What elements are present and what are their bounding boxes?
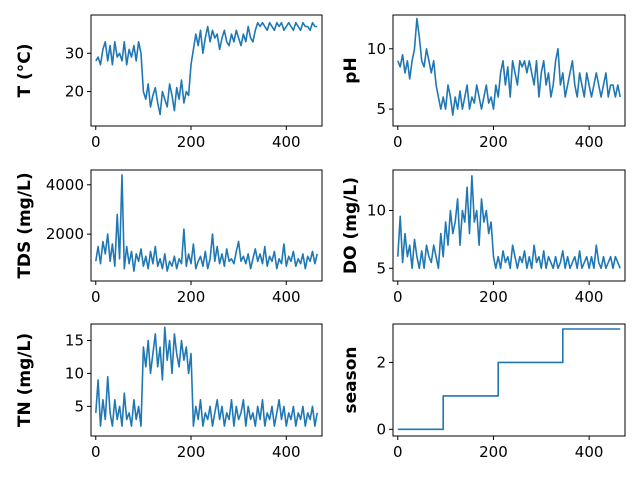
ph-x-tick-label: 400 (575, 133, 604, 151)
tn-y-tick-label: 10 (65, 364, 84, 382)
ph-y-axis-label: pH (341, 57, 361, 83)
ph-axes-frame (392, 14, 626, 127)
do-x-tick-label: 0 (393, 288, 403, 306)
do-series-line (397, 175, 621, 270)
season-axes-frame (392, 323, 626, 437)
tn-y-tick-label: 5 (74, 397, 84, 415)
season-y-tick-label: 0 (376, 420, 386, 438)
subplot-do: 0 200 400 5 10 DO (mg/L) (341, 169, 626, 306)
tds-y-tick-label: 4000 (46, 176, 84, 194)
season-y-axis-label: season (341, 346, 361, 413)
tds-series-line (95, 174, 318, 272)
temperature-x-tick-label: 0 (91, 133, 101, 151)
tn-series-line (95, 326, 318, 427)
tds-x-tick-label: 0 (91, 288, 101, 306)
ph-series-line (397, 17, 621, 116)
tn-x-tick-label: 0 (91, 443, 101, 461)
subplot-ph: 0 200 400 5 10 pH (341, 14, 626, 151)
subplot-temperature: 0 200 400 20 30 T (°C) (15, 14, 323, 151)
temperature-axes-frame (90, 14, 323, 127)
subplot-season: 0 200 400 0 2 season (341, 323, 626, 461)
tn-x-tick-label: 200 (177, 443, 206, 461)
temperature-y-tick-label: 20 (65, 83, 84, 101)
ph-y-tick-label: 5 (376, 100, 386, 118)
do-axes-frame (392, 169, 626, 282)
temperature-series-line (95, 21, 318, 116)
temperature-y-tick-label: 30 (65, 44, 84, 62)
season-y-tick-label: 2 (376, 353, 386, 371)
temperature-x-tick-label: 400 (272, 133, 301, 151)
subplot-tn: 0 200 400 5 10 15 TN (mg/L) (15, 323, 323, 461)
do-y-axis-label: DO (mg/L) (341, 177, 361, 274)
tds-x-tick-label: 400 (272, 288, 301, 306)
do-y-tick-label: 10 (367, 201, 386, 219)
tds-y-tick-label: 2000 (46, 225, 84, 243)
tn-axes-frame (90, 323, 323, 437)
subplot-tds: 0 200 400 2000 4000 TDS (mg/L) (15, 169, 323, 306)
tds-y-axis-label: TDS (mg/L) (15, 172, 35, 278)
do-x-tick-label: 400 (575, 288, 604, 306)
season-x-tick-label: 200 (479, 443, 508, 461)
tn-y-tick-label: 15 (65, 331, 84, 349)
tn-x-tick-label: 400 (272, 443, 301, 461)
tn-y-axis-label: TN (mg/L) (15, 333, 35, 427)
ph-x-tick-label: 200 (479, 133, 508, 151)
ph-x-tick-label: 0 (393, 133, 403, 151)
season-x-tick-label: 400 (575, 443, 604, 461)
ph-y-tick-label: 10 (367, 40, 386, 58)
tds-x-tick-label: 200 (177, 288, 206, 306)
temperature-y-axis-label: T (°C) (15, 43, 35, 97)
tds-axes-frame (90, 169, 323, 282)
season-x-tick-label: 0 (393, 443, 403, 461)
do-y-tick-label: 5 (376, 259, 386, 277)
season-series-line (397, 328, 621, 431)
temperature-x-tick-label: 200 (177, 133, 206, 151)
do-x-tick-label: 200 (479, 288, 508, 306)
